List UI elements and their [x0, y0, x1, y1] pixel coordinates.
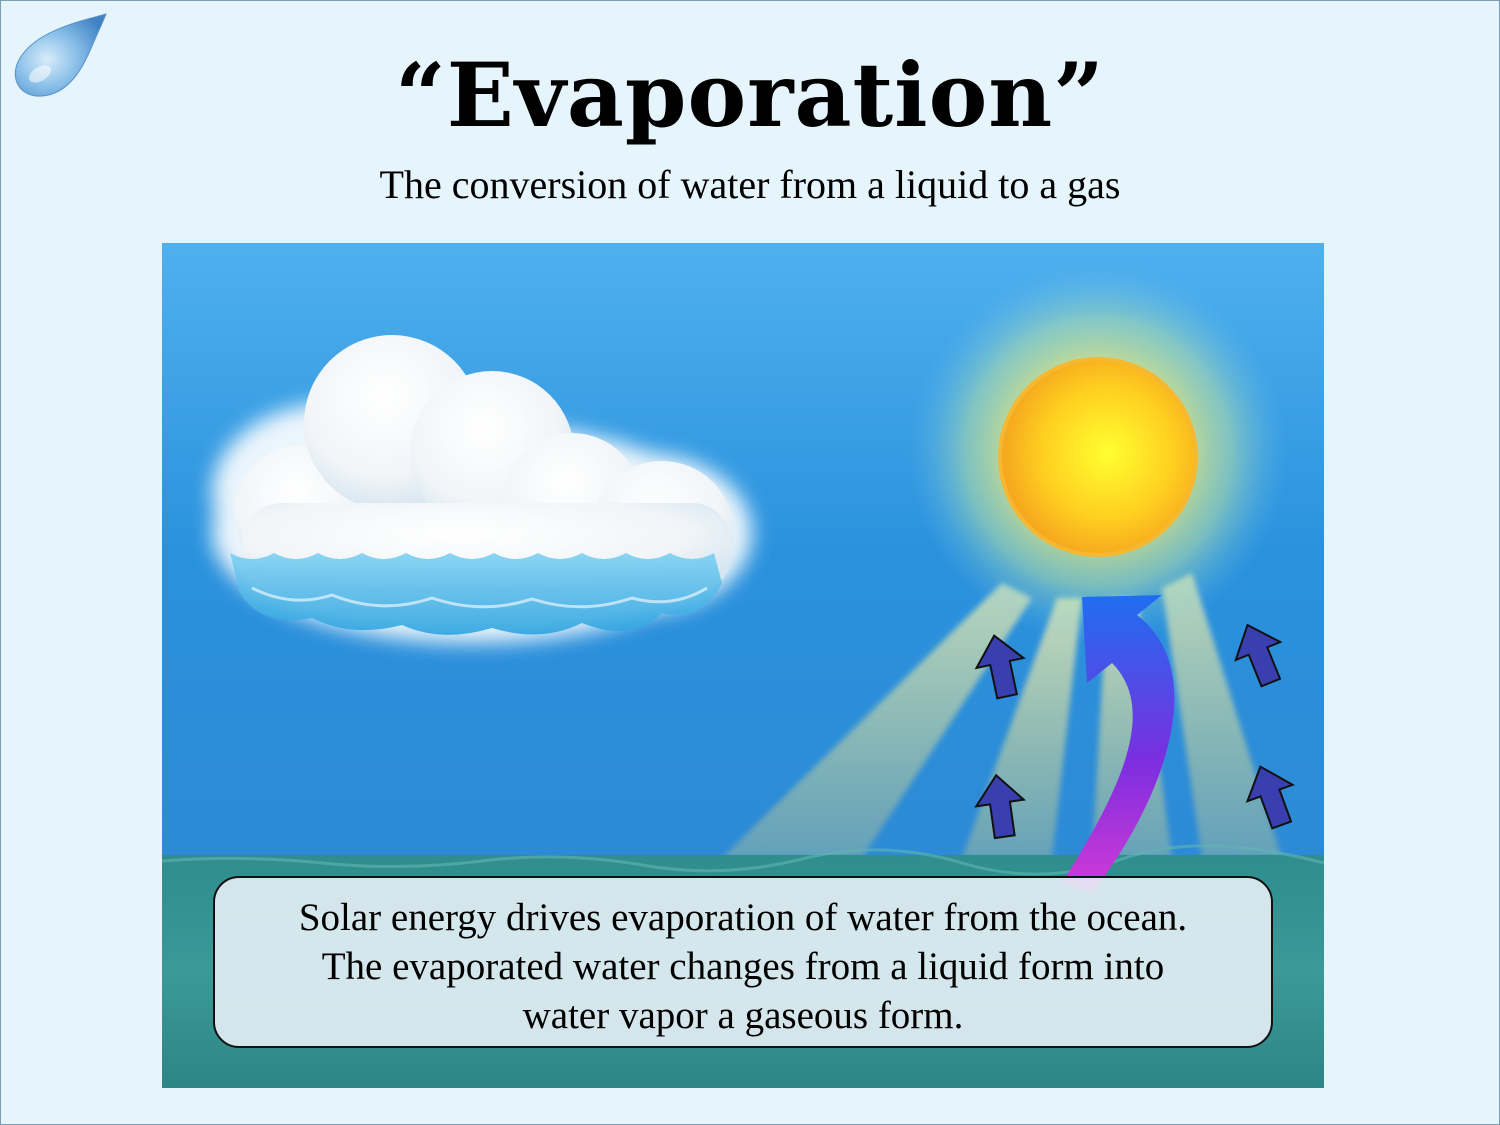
arrow-up-icon [974, 634, 1026, 700]
slide-title: “Evaporation” [395, 43, 1105, 147]
cloud-icon [212, 335, 752, 643]
slide-subtitle: The conversion of water from a liquid to… [379, 162, 1121, 207]
curved-arrow-icon [1062, 595, 1175, 893]
arrow-up-icon [974, 773, 1027, 840]
water-drop-icon [14, 13, 107, 97]
arrow-up-icon [1234, 623, 1283, 688]
evaporation-illustration [162, 243, 1324, 1088]
sun-icon [998, 357, 1198, 557]
caption-box: Solar energy drives evaporation of water… [213, 876, 1273, 1048]
arrow-up-icon [1245, 765, 1295, 830]
